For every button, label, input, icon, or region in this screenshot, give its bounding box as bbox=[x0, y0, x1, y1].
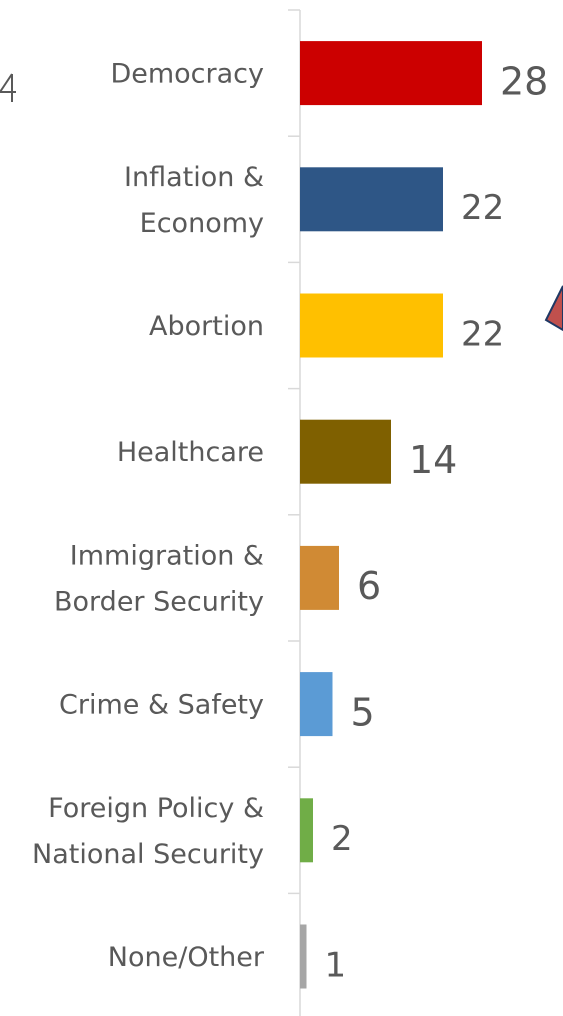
category-label: None/Other bbox=[108, 942, 265, 973]
category-label-line: Border Security bbox=[54, 586, 264, 617]
category-label-line: Healthcare bbox=[117, 437, 264, 468]
partial-arrow-shape bbox=[544, 285, 563, 332]
cropped-decoration bbox=[0, 73, 563, 332]
axis-ticks bbox=[288, 9, 300, 895]
category-label: Foreign Policy & National Security bbox=[32, 793, 264, 870]
bar bbox=[300, 672, 333, 737]
bar bbox=[300, 419, 391, 484]
value-label: 2 bbox=[331, 819, 353, 859]
category-label: Democracy bbox=[110, 59, 264, 90]
value-labels: 28 22 22 14 6 5 2 1 bbox=[325, 59, 549, 985]
value-label: 28 bbox=[500, 59, 548, 103]
value-label: 6 bbox=[357, 564, 381, 608]
bar bbox=[300, 924, 307, 989]
bar bbox=[300, 167, 443, 232]
value-label: 22 bbox=[461, 314, 504, 354]
category-label-line: National Security bbox=[32, 839, 264, 870]
category-label-line: Immigration & bbox=[70, 540, 264, 571]
category-label: Healthcare bbox=[117, 437, 264, 468]
category-label-line: Foreign Policy & bbox=[48, 793, 264, 824]
value-label: 5 bbox=[351, 690, 375, 734]
value-label: 1 bbox=[325, 945, 347, 985]
category-label: Inflation & Economy bbox=[124, 162, 264, 239]
category-labels: Democracy Inflation & Economy Abortion Healt… bbox=[32, 59, 265, 973]
bars bbox=[300, 41, 482, 989]
value-label: 14 bbox=[409, 438, 457, 482]
category-label: Crime & Safety bbox=[59, 690, 264, 721]
category-label-line: None/Other bbox=[108, 942, 265, 973]
category-label-line: Abortion bbox=[149, 311, 264, 342]
category-label-line: Economy bbox=[140, 208, 264, 239]
category-label-line: Inflation & bbox=[124, 162, 264, 193]
bar bbox=[300, 293, 443, 358]
bar bbox=[300, 41, 482, 106]
bar bbox=[300, 798, 313, 863]
category-label: Abortion bbox=[149, 311, 264, 342]
category-label-line: Democracy bbox=[110, 59, 264, 90]
value-label: 22 bbox=[461, 188, 504, 228]
category-label: Immigration & Border Security bbox=[54, 540, 264, 617]
category-label-line: Crime & Safety bbox=[59, 690, 264, 721]
partial-value-glyph bbox=[0, 73, 16, 102]
bar bbox=[300, 545, 339, 610]
